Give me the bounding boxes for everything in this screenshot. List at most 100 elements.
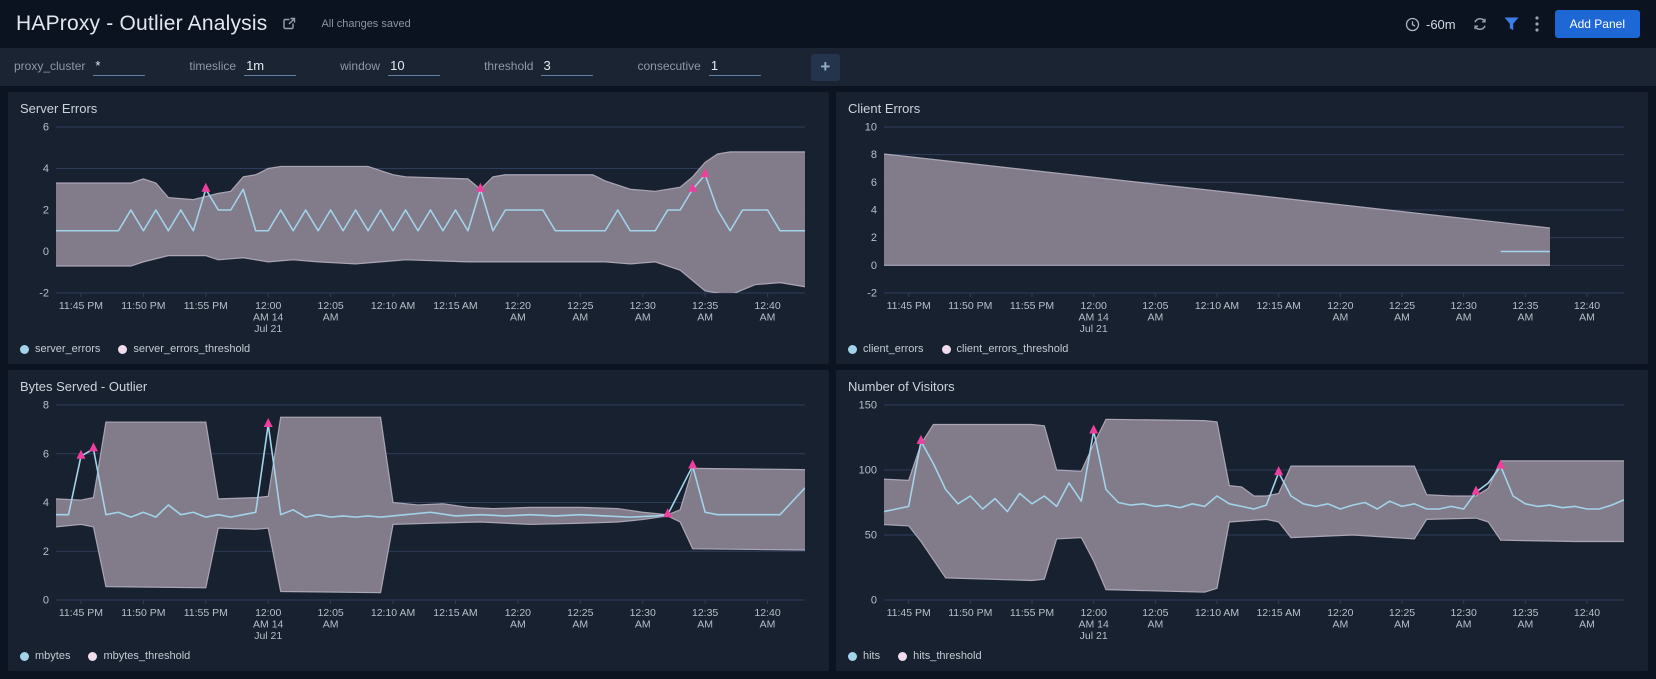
threshold-input[interactable]: 3 — [541, 58, 594, 76]
time-range-value: -60m — [1425, 16, 1456, 32]
panel-number-of-visitors: Number of Visitors 0 50 100 150 11:45 PM 11:5… — [836, 370, 1648, 671]
share-edit-icon[interactable] — [281, 16, 297, 32]
chart-legend: mbytes mbytes_threshold — [20, 646, 817, 666]
panel-title: Server Errors — [20, 101, 98, 116]
legend-item[interactable]: server_errors_threshold — [118, 343, 250, 355]
legend-item[interactable]: hits — [848, 650, 880, 662]
chart-legend: client_errors client_errors_threshold — [848, 339, 1636, 359]
svg-text:8: 8 — [871, 149, 877, 161]
outlier-marker — [1274, 466, 1284, 476]
svg-text:11:45 PM: 11:45 PM — [887, 607, 931, 619]
outlier-marker — [700, 168, 710, 178]
svg-text:4: 4 — [871, 205, 877, 217]
panel-title: Client Errors — [848, 101, 921, 116]
svg-text:100: 100 — [859, 465, 877, 477]
legend-item[interactable]: server_errors — [20, 343, 100, 355]
svg-text:0: 0 — [871, 595, 877, 607]
svg-text:12:15 AM: 12:15 AM — [433, 607, 477, 619]
svg-text:12:15 AM: 12:15 AM — [1256, 300, 1300, 312]
panel-title: Bytes Served - Outlier — [20, 379, 148, 394]
svg-text:2: 2 — [43, 546, 49, 558]
legend-item[interactable]: mbytes — [20, 650, 70, 662]
outlier-marker — [1471, 485, 1481, 495]
svg-text:12:15 AM: 12:15 AM — [433, 300, 477, 312]
legend-label: server_errors_threshold — [133, 343, 251, 355]
timeslice-input[interactable]: 1m — [244, 58, 297, 76]
add-panel-button[interactable]: Add Panel — [1554, 10, 1640, 38]
svg-text:2: 2 — [871, 232, 877, 244]
legend-dot — [88, 651, 98, 661]
svg-text:11:50 PM: 11:50 PM — [121, 607, 165, 619]
svg-text:12:10 AM: 12:10 AM — [371, 300, 415, 312]
svg-text:12:10 AM: 12:10 AM — [1195, 607, 1239, 619]
svg-text:0: 0 — [43, 595, 49, 607]
save-status: All changes saved — [321, 18, 411, 30]
client-errors-chart[interactable]: -2 0 2 4 6 8 10 11:45 PM 11:50 PM 11:55 PM 12:00 AM… — [848, 119, 1636, 339]
consecutive-input[interactable]: 1 — [708, 58, 761, 76]
outlier-marker — [88, 442, 98, 452]
chart-svg-client-errors: -2 0 2 4 6 8 10 11:45 PM 11:50 PM 11:55 PM 12:00 AM… — [865, 122, 1624, 335]
legend-item[interactable]: mbytes_threshold — [88, 650, 190, 662]
dashboard-filter-bar: proxy_cluster * timeslice 1m window 10 t… — [0, 48, 1656, 86]
panel-bytes-served: Bytes Served - Outlier 0 2 4 6 8 11:45 PM 11:5… — [8, 370, 829, 671]
filter-label: proxy_cluster — [14, 59, 86, 73]
svg-text:4: 4 — [43, 497, 49, 509]
refresh-icon[interactable] — [1472, 16, 1488, 32]
kebab-menu-icon[interactable] — [1535, 16, 1539, 32]
svg-text:11:55 PM: 11:55 PM — [184, 607, 228, 619]
filter-field-window: window 10 — [340, 58, 441, 76]
add-filter-button[interactable]: + — [810, 53, 840, 81]
outlier-marker — [263, 418, 273, 427]
filter-label: timeslice — [189, 59, 237, 73]
time-range-selector[interactable]: -60m — [1405, 17, 1456, 32]
server-errors-chart[interactable]: -2 0 2 4 6 11:45 PM 11:50 PM 11:55 PM 12:00 AM 14… — [20, 119, 817, 339]
number-of-visitors-chart[interactable]: 0 50 100 150 11:45 PM 11:50 PM 11:55 PM 12:00 AM… — [848, 397, 1636, 646]
chart-svg-bytes-served-outlier: 0 2 4 6 8 11:45 PM 11:50 PM 11:55 PM 12:00 AM 14 J… — [43, 400, 805, 642]
chart-legend: server_errors server_errors_threshold — [20, 339, 817, 359]
filter-icon[interactable] — [1504, 17, 1519, 31]
bytes-served-chart[interactable]: 0 2 4 6 8 11:45 PM 11:50 PM 11:55 PM 12:00 AM 14 J… — [20, 397, 817, 646]
svg-text:11:45 PM: 11:45 PM — [59, 607, 103, 619]
legend-item[interactable]: hits_threshold — [898, 650, 982, 662]
svg-text:11:50 PM: 11:50 PM — [948, 607, 992, 619]
legend-dot — [118, 344, 128, 354]
legend-label: server_errors — [35, 343, 101, 355]
chart-legend: hits hits_threshold — [848, 646, 1636, 666]
proxy-cluster-input[interactable]: * — [93, 58, 146, 76]
svg-text:12:15 AM: 12:15 AM — [1256, 607, 1300, 619]
svg-text:11:45 PM: 11:45 PM — [887, 300, 931, 312]
svg-text:2: 2 — [43, 205, 49, 217]
legend-item[interactable]: client_errors_threshold — [941, 343, 1068, 355]
legend-label: mbytes — [35, 650, 71, 662]
legend-dot — [20, 344, 29, 354]
window-input[interactable]: 10 — [388, 58, 441, 76]
svg-text:10: 10 — [865, 122, 877, 134]
svg-text:11:55 PM: 11:55 PM — [1010, 300, 1054, 312]
chart-svg-number-of-visitors: 0 50 100 150 11:45 PM 11:50 PM 11:55 PM 12:00 AM… — [859, 400, 1624, 642]
filter-field-timeslice: timeslice 1m — [189, 58, 297, 76]
filter-label: window — [340, 59, 381, 73]
clock-icon — [1405, 17, 1420, 31]
filter-label: consecutive — [637, 59, 701, 73]
chart-svg-server-errors: -2 0 2 4 6 11:45 PM 11:50 PM 11:55 PM 12:00 AM 14… — [39, 122, 805, 335]
svg-text:4: 4 — [43, 163, 49, 175]
legend-label: mbytes_threshold — [103, 650, 191, 662]
legend-item[interactable]: client_errors — [848, 343, 924, 355]
